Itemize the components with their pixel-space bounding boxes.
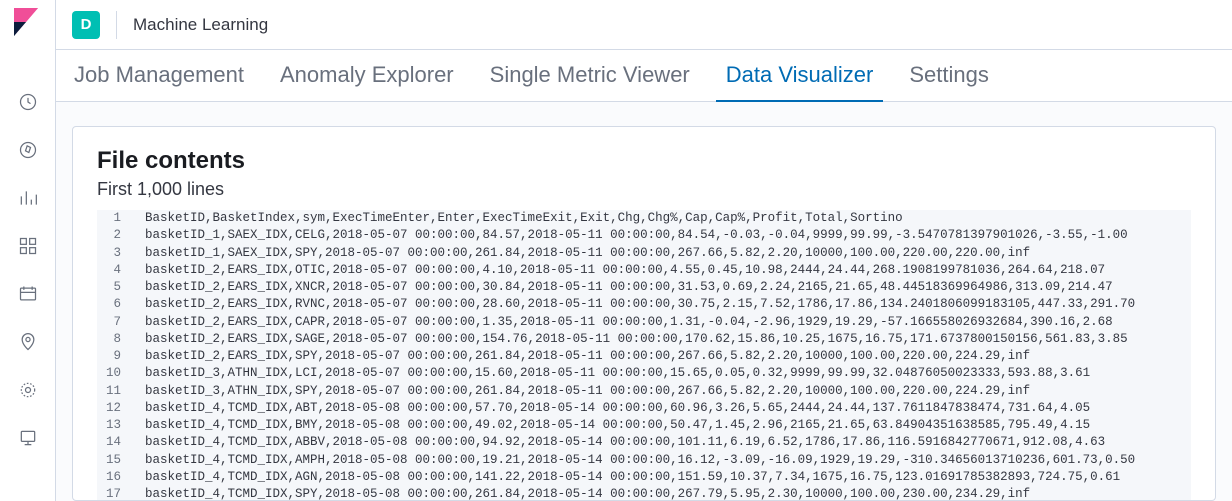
main-content: D Machine Learning Job Management Anomaly… — [56, 0, 1232, 501]
line-number: 9 — [97, 348, 145, 365]
panel-subtitle: First 1,000 lines — [97, 179, 1191, 200]
code-line: 4basketID_2,EARS_IDX,OTIC,2018-05-07 00:… — [97, 262, 1191, 279]
line-content: basketID_4,TCMD_IDX,AGN,2018-05-08 00:00… — [145, 469, 1191, 486]
line-number: 13 — [97, 417, 145, 434]
line-number: 3 — [97, 245, 145, 262]
line-number: 5 — [97, 279, 145, 296]
line-number: 6 — [97, 296, 145, 313]
code-line: 3basketID_1,SAEX_IDX,SPY,2018-05-07 00:0… — [97, 245, 1191, 262]
code-line: 9basketID_2,EARS_IDX,SPY,2018-05-07 00:0… — [97, 348, 1191, 365]
line-number: 15 — [97, 452, 145, 469]
code-line: 8basketID_2,EARS_IDX,SAGE,2018-05-07 00:… — [97, 331, 1191, 348]
panel-title: File contents — [97, 147, 1191, 175]
line-content: basketID_2,EARS_IDX,XNCR,2018-05-07 00:0… — [145, 279, 1191, 296]
line-content: basketID_1,SAEX_IDX,SPY,2018-05-07 00:00… — [145, 245, 1191, 262]
space-badge[interactable]: D — [72, 11, 100, 39]
line-number: 8 — [97, 331, 145, 348]
line-number: 11 — [97, 383, 145, 400]
maps-icon[interactable] — [12, 326, 44, 358]
line-content: basketID_4,TCMD_IDX,ABBV,2018-05-08 00:0… — [145, 434, 1191, 451]
line-number: 2 — [97, 227, 145, 244]
kibana-logo[interactable] — [12, 8, 44, 40]
line-content: basketID_4,TCMD_IDX,BMY,2018-05-08 00:00… — [145, 417, 1191, 434]
code-line: 11basketID_3,ATHN_IDX,SPY,2018-05-07 00:… — [97, 383, 1191, 400]
code-line: 14basketID_4,TCMD_IDX,ABBV,2018-05-08 00… — [97, 434, 1191, 451]
line-number: 1 — [97, 210, 145, 227]
tab-anomaly-explorer[interactable]: Anomaly Explorer — [270, 50, 464, 102]
line-number: 7 — [97, 314, 145, 331]
line-number: 10 — [97, 365, 145, 382]
tabs: Job Management Anomaly Explorer Single Met… — [56, 50, 1232, 102]
line-content: basketID_2,EARS_IDX,SAGE,2018-05-07 00:0… — [145, 331, 1191, 348]
code-line: 12basketID_4,TCMD_IDX,ABT,2018-05-08 00:… — [97, 400, 1191, 417]
line-content: basketID_2,EARS_IDX,SPY,2018-05-07 00:00… — [145, 348, 1191, 365]
sidebar — [0, 0, 56, 501]
line-number: 12 — [97, 400, 145, 417]
divider — [116, 11, 117, 39]
line-number: 16 — [97, 469, 145, 486]
line-content: basketID_4,TCMD_IDX,ABT,2018-05-08 00:00… — [145, 400, 1191, 417]
content-area: File contents First 1,000 lines 1BasketI… — [56, 102, 1232, 501]
tab-job-management[interactable]: Job Management — [64, 50, 254, 102]
line-content: basketID_4,TCMD_IDX,AMPH,2018-05-08 00:0… — [145, 452, 1191, 469]
recently-viewed-icon[interactable] — [12, 86, 44, 118]
file-contents-panel: File contents First 1,000 lines 1BasketI… — [72, 126, 1216, 501]
line-content: basketID_3,ATHN_IDX,LCI,2018-05-07 00:00… — [145, 365, 1191, 382]
dashboard-icon[interactable] — [12, 230, 44, 262]
top-bar: D Machine Learning — [56, 0, 1232, 50]
code-line: 2basketID_1,SAEX_IDX,CELG,2018-05-07 00:… — [97, 227, 1191, 244]
line-content: BasketID,BasketIndex,sym,ExecTimeEnter,E… — [145, 210, 1191, 227]
code-line: 17basketID_4,TCMD_IDX,SPY,2018-05-08 00:… — [97, 486, 1191, 500]
tab-single-metric-viewer[interactable]: Single Metric Viewer — [480, 50, 700, 102]
line-content: basketID_3,ATHN_IDX,SPY,2018-05-07 00:00… — [145, 383, 1191, 400]
infrastructure-icon[interactable] — [12, 422, 44, 454]
timelion-icon[interactable] — [12, 278, 44, 310]
line-content: basketID_2,EARS_IDX,OTIC,2018-05-07 00:0… — [145, 262, 1191, 279]
code-line: 15basketID_4,TCMD_IDX,AMPH,2018-05-08 00… — [97, 452, 1191, 469]
visualize-icon[interactable] — [12, 182, 44, 214]
tab-settings[interactable]: Settings — [899, 50, 999, 102]
line-number: 14 — [97, 434, 145, 451]
code-line: 1BasketID,BasketIndex,sym,ExecTimeEnter,… — [97, 210, 1191, 227]
line-content: basketID_2,EARS_IDX,CAPR,2018-05-07 00:0… — [145, 314, 1191, 331]
code-line: 13basketID_4,TCMD_IDX,BMY,2018-05-08 00:… — [97, 417, 1191, 434]
line-content: basketID_1,SAEX_IDX,CELG,2018-05-07 00:0… — [145, 227, 1191, 244]
line-content: basketID_2,EARS_IDX,RVNC,2018-05-07 00:0… — [145, 296, 1191, 313]
code-line: 16basketID_4,TCMD_IDX,AGN,2018-05-08 00:… — [97, 469, 1191, 486]
code-line: 10basketID_3,ATHN_IDX,LCI,2018-05-07 00:… — [97, 365, 1191, 382]
app-title: Machine Learning — [133, 15, 268, 35]
code-line: 6basketID_2,EARS_IDX,RVNC,2018-05-07 00:… — [97, 296, 1191, 313]
code-line: 5basketID_2,EARS_IDX,XNCR,2018-05-07 00:… — [97, 279, 1191, 296]
line-number: 17 — [97, 486, 145, 500]
code-line: 7basketID_2,EARS_IDX,CAPR,2018-05-07 00:… — [97, 314, 1191, 331]
code-block: 1BasketID,BasketIndex,sym,ExecTimeEnter,… — [97, 210, 1191, 500]
tab-data-visualizer[interactable]: Data Visualizer — [716, 50, 884, 102]
discover-icon[interactable] — [12, 134, 44, 166]
line-number: 4 — [97, 262, 145, 279]
machine-learning-icon[interactable] — [12, 374, 44, 406]
line-content: basketID_4,TCMD_IDX,SPY,2018-05-08 00:00… — [145, 486, 1191, 500]
